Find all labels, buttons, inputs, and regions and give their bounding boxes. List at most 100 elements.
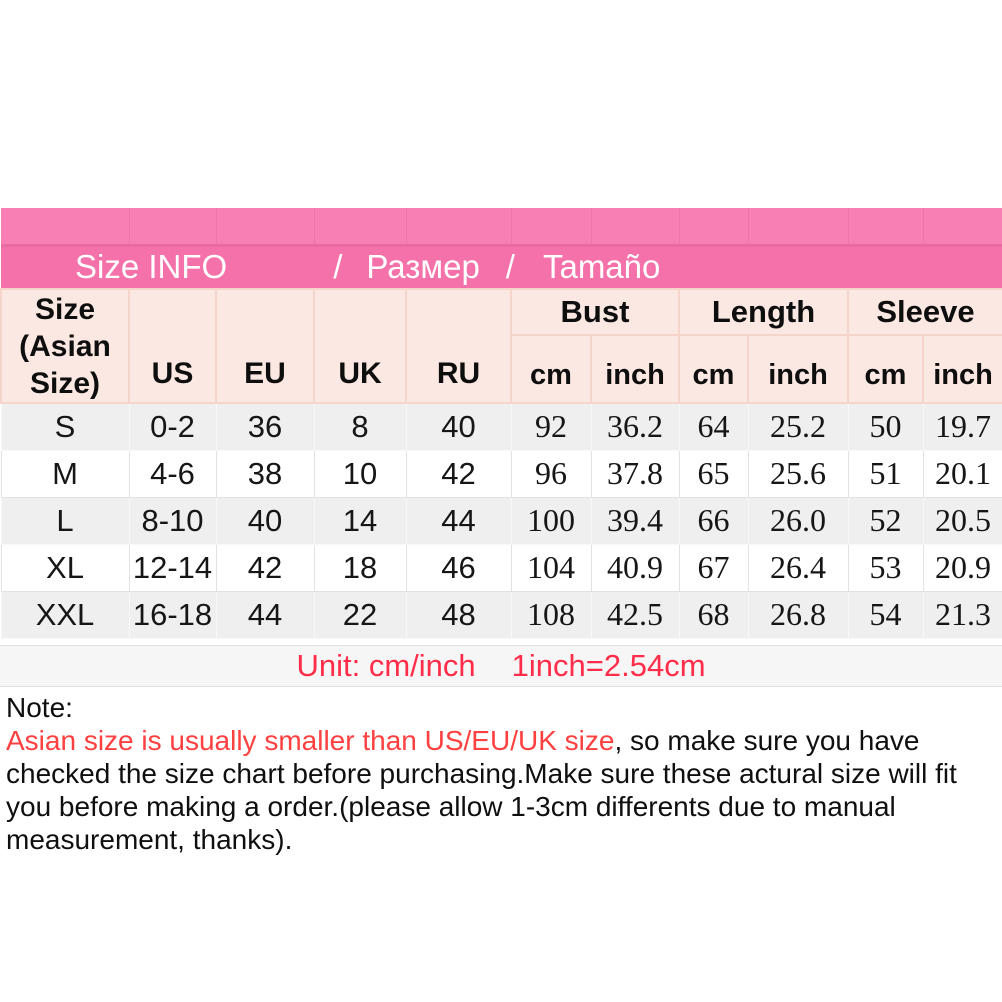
cell-sleeve-inch: 20.1 (922, 449, 1002, 498)
col-header-length: Length (678, 288, 849, 336)
cell-sleeve-cm: 54 (847, 590, 924, 639)
cell-length-cm: 68 (678, 590, 749, 639)
cell-length-cm: 67 (678, 543, 749, 592)
title-separator: / (333, 248, 343, 286)
decorative-pink-band (1, 208, 1002, 247)
table-row-l: L 8-10 40 14 44 100 39.4 66 26.0 52 20.5 (0, 496, 1002, 545)
band-cell (1, 208, 130, 247)
cell-bust-inch: 39.4 (590, 496, 680, 545)
cell-us: 12-14 (128, 543, 217, 592)
cell-ru: 48 (405, 590, 512, 639)
title-bar: Size INFO / Размер / Tamaño (1, 245, 1002, 289)
subheader-length-cm: cm (678, 334, 749, 404)
cell-length-inch: 26.0 (747, 496, 849, 545)
cell-length-cm: 65 (678, 449, 749, 498)
cell-eu: 44 (215, 590, 315, 639)
cell-eu: 42 (215, 543, 315, 592)
subheader-sleeve-inch: inch (922, 334, 1002, 404)
title-russian: Размер (366, 248, 480, 286)
cell-bust-inch: 42.5 (590, 590, 680, 639)
cell-bust-cm: 96 (510, 449, 592, 498)
note-label: Note: (6, 692, 73, 723)
note-red-text: Asian size is usually smaller than US/EU… (6, 725, 615, 756)
col-header-uk: UK (313, 288, 407, 404)
cell-eu: 38 (215, 449, 315, 498)
band-cell (848, 208, 924, 247)
cell-eu: 40 (215, 496, 315, 545)
title-bar-cell: Size INFO / Размер / Tamaño (1, 245, 1002, 289)
header-row-units: cm inch cm inch cm inch (1, 334, 1002, 404)
band-cell (216, 208, 315, 247)
subheader-sleeve-cm: cm (847, 334, 924, 404)
cell-bust-cm: 104 (510, 543, 592, 592)
col-header-bust: Bust (510, 288, 680, 336)
cell-sleeve-cm: 52 (847, 496, 924, 545)
size-chart-table: Size INFO / Размер / Tamaño Size (Asian Size… (0, 208, 1002, 639)
cell-bust-inch: 37.8 (590, 449, 680, 498)
cell-length-cm: 64 (678, 402, 749, 451)
cell-sleeve-cm: 50 (847, 402, 924, 451)
cell-us: 4-6 (128, 449, 217, 498)
cell-bust-cm: 100 (510, 496, 592, 545)
cell-bust-inch: 40.9 (590, 543, 680, 592)
note-block: Note: Asian size is usually smaller than… (6, 691, 998, 856)
cell-size: XL (0, 543, 130, 592)
cell-length-inch: 26.4 (747, 543, 849, 592)
cell-uk: 14 (313, 496, 407, 545)
cell-size: L (0, 496, 130, 545)
band-cell (511, 208, 592, 247)
unit-left-text: Unit: cm/inch (296, 648, 476, 683)
cell-length-inch: 25.6 (747, 449, 849, 498)
cell-ru: 40 (405, 402, 512, 451)
cell-bust-cm: 92 (510, 402, 592, 451)
cell-length-inch: 26.8 (747, 590, 849, 639)
table-row-xxl: XXL 16-18 44 22 48 108 42.5 68 26.8 54 2… (0, 590, 1002, 639)
col-header-sleeve: Sleeve (847, 288, 1002, 336)
note-body-text: , so make sure you have checked the size… (6, 725, 957, 855)
band-cell (406, 208, 512, 247)
cell-length-inch: 25.2 (747, 402, 849, 451)
cell-us: 8-10 (128, 496, 217, 545)
unit-conversion-line: Unit: cm/inch 1inch=2.54cm (0, 645, 1002, 687)
table-row-m: M 4-6 38 10 42 96 37.8 65 25.6 51 20.1 (0, 449, 1002, 498)
cell-size: S (0, 402, 130, 451)
unit-right-text: 1inch=2.54cm (511, 648, 706, 683)
cell-us: 0-2 (128, 402, 217, 451)
cell-size: XXL (0, 590, 130, 639)
table-row-xl: XL 12-14 42 18 46 104 40.9 67 26.4 53 20… (0, 543, 1002, 592)
band-cell (748, 208, 849, 247)
cell-uk: 10 (313, 449, 407, 498)
subheader-bust-cm: cm (510, 334, 592, 404)
title-size-info: Size INFO (75, 248, 228, 286)
band-cell (129, 208, 217, 247)
cell-sleeve-inch: 20.5 (922, 496, 1002, 545)
cell-ru: 46 (405, 543, 512, 592)
cell-ru: 42 (405, 449, 512, 498)
cell-bust-cm: 108 (510, 590, 592, 639)
cell-sleeve-cm: 51 (847, 449, 924, 498)
cell-ru: 44 (405, 496, 512, 545)
cell-sleeve-inch: 19.7 (922, 402, 1002, 451)
cell-uk: 22 (313, 590, 407, 639)
header-row-groups: Size (Asian Size) US EU UK RU Bust Lengt… (0, 288, 1002, 404)
col-header-eu: EU (215, 288, 315, 404)
subheader-length-inch: inch (747, 334, 849, 404)
cell-length-cm: 66 (678, 496, 749, 545)
cell-size: M (0, 449, 130, 498)
cell-sleeve-cm: 53 (847, 543, 924, 592)
cell-sleeve-inch: 20.9 (922, 543, 1002, 592)
cell-uk: 18 (313, 543, 407, 592)
title-separator: / (505, 248, 515, 286)
col-header-size: Size (Asian Size) (0, 288, 130, 404)
col-header-ru: RU (405, 288, 512, 404)
table-row-s: S 0-2 36 8 40 92 36.2 64 25.2 50 19.7 (0, 402, 1002, 451)
col-header-us: US (128, 288, 217, 404)
band-cell (923, 208, 1002, 247)
subheader-bust-inch: inch (590, 334, 680, 404)
title-spanish: Tamaño (542, 248, 661, 286)
cell-sleeve-inch: 21.3 (922, 590, 1002, 639)
band-cell (314, 208, 407, 247)
cell-bust-inch: 36.2 (590, 402, 680, 451)
band-cell (591, 208, 680, 247)
